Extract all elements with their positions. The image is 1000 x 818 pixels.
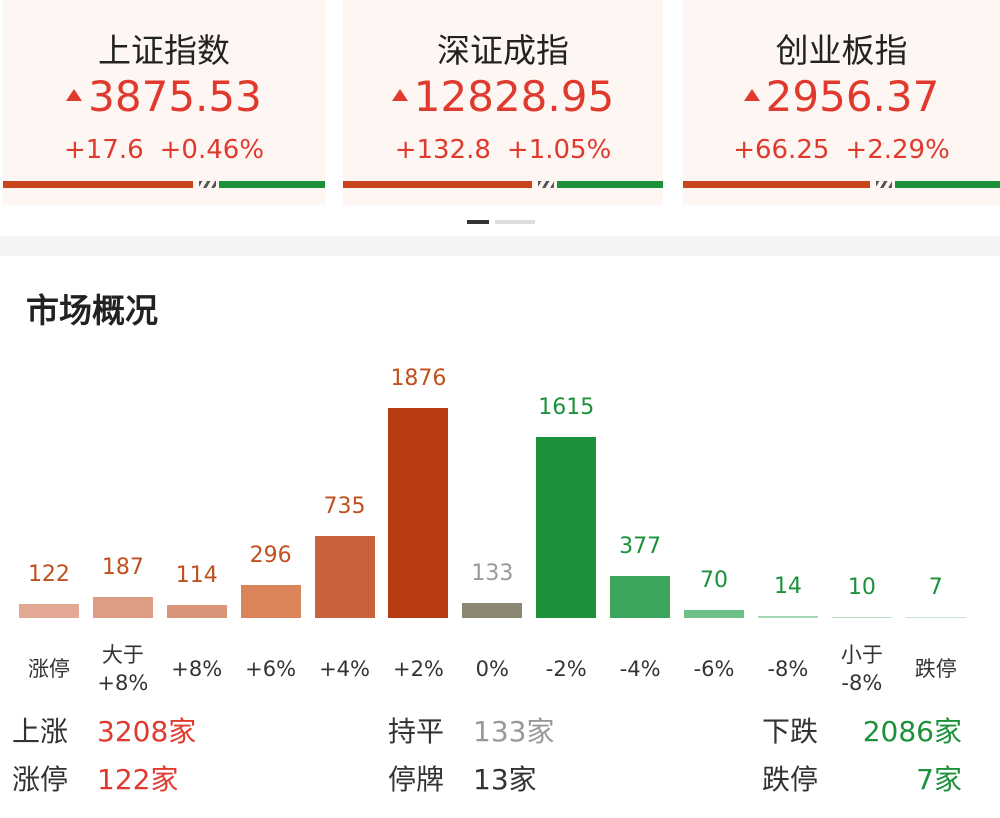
bar-value-label: 133 <box>471 561 514 587</box>
index-value-row: 12828.95 <box>343 72 663 121</box>
separator <box>0 236 1000 256</box>
up-arrow <box>391 89 408 101</box>
index-change: +132.8 <box>394 135 491 165</box>
stripe-down <box>895 181 1000 188</box>
bar-value-label: 735 <box>323 493 366 519</box>
bar <box>536 437 597 618</box>
index-name: 创业板指 <box>775 31 908 70</box>
bar <box>18 604 79 618</box>
stripe-up <box>3 181 193 188</box>
index-value: 12828.95 <box>413 72 615 121</box>
stripe-up <box>343 181 532 188</box>
category-label: -6% <box>693 657 735 681</box>
summary-value: 122家 <box>97 763 179 796</box>
summary-label: 停牌 <box>388 763 445 796</box>
summary-value: 13家 <box>473 763 537 796</box>
index-change-row: +17.6 +0.46% <box>3 135 325 165</box>
summary-label: 下跌 <box>762 715 819 748</box>
category-label: +8% <box>171 657 223 681</box>
bar-value-label: 7 <box>928 574 943 600</box>
stripe-up <box>683 181 871 188</box>
bar <box>831 616 892 618</box>
index-value: 2956.37 <box>765 72 940 121</box>
bar <box>240 584 301 618</box>
section-title: 市场概况 <box>26 291 158 330</box>
bar-value-label: 122 <box>27 562 70 588</box>
index-change-row: +66.25 +2.29% <box>683 135 1000 165</box>
bar <box>684 610 745 618</box>
bar-value-label: 14 <box>773 574 802 600</box>
bar <box>166 605 227 618</box>
category-label: +4% <box>319 657 370 681</box>
index-name: 上证指数 <box>98 31 230 70</box>
index-name: 深证成指 <box>437 31 569 70</box>
stripe-down <box>557 181 663 188</box>
bar-value-label: 296 <box>249 542 292 568</box>
category-label: 小于 -8% <box>840 643 883 695</box>
index-value: 3875.53 <box>88 72 262 121</box>
summary-value: 7家 <box>916 763 962 796</box>
bar <box>92 597 153 618</box>
category-label: -4% <box>619 657 661 681</box>
bar-value-label: 1615 <box>538 395 595 421</box>
bar <box>905 616 966 618</box>
category-label: 跌停 <box>914 657 957 681</box>
category-label: 涨停 <box>27 657 70 681</box>
summary-label: 跌停 <box>762 763 819 796</box>
summary-label: 上涨 <box>12 715 69 748</box>
category-label: 大于 +8% <box>97 643 149 695</box>
index-change-pct: +0.46% <box>159 135 265 165</box>
bar-value-label: 70 <box>700 568 729 594</box>
page-dot-active <box>467 220 489 224</box>
bar <box>314 535 375 618</box>
up-arrow <box>66 89 83 101</box>
summary-label: 持平 <box>388 715 445 748</box>
category-label: +2% <box>392 657 444 681</box>
index-change-pct: +1.05% <box>506 135 612 165</box>
index-value-row: 2956.37 <box>683 72 1000 121</box>
bar <box>610 575 671 618</box>
category-label: -2% <box>545 657 587 681</box>
summary-value: 133家 <box>473 715 555 748</box>
stripe-flat <box>199 181 216 188</box>
summary-label: 涨停 <box>12 763 69 796</box>
bar-value-label: 10 <box>847 574 876 600</box>
bar <box>388 408 449 618</box>
index-change: +17.6 <box>63 135 144 165</box>
index-value-row: 3875.53 <box>3 72 325 121</box>
bar-value-label: 187 <box>101 555 144 581</box>
category-label: +6% <box>245 657 297 681</box>
stripe-flat <box>876 181 893 188</box>
index-card[interactable]: 创业板指 2956.37 +66.25 +2.29% <box>683 0 1000 205</box>
bar-value-label: 114 <box>175 563 218 589</box>
bar <box>757 616 818 618</box>
index-change-pct: +2.29% <box>845 135 950 165</box>
index-card[interactable]: 上证指数 3875.53 +17.6 +0.46% <box>3 0 325 205</box>
bar <box>462 603 523 618</box>
category-label: -8% <box>767 657 809 681</box>
stripe-flat <box>538 181 555 188</box>
page-dot <box>495 220 535 224</box>
bar-value-label: 1876 <box>390 366 447 391</box>
up-arrow <box>743 89 760 101</box>
category-label: 0% <box>475 657 509 681</box>
summary-value: 2086家 <box>862 715 962 748</box>
summary-value: 3208家 <box>97 715 197 748</box>
bar-value-label: 377 <box>619 533 662 559</box>
index-change-row: +132.8 +1.05% <box>343 135 663 165</box>
stripe-down <box>218 181 325 188</box>
index-card[interactable]: 深证成指 12828.95 +132.8 +1.05% <box>343 0 663 205</box>
index-change: +66.25 <box>733 135 830 165</box>
